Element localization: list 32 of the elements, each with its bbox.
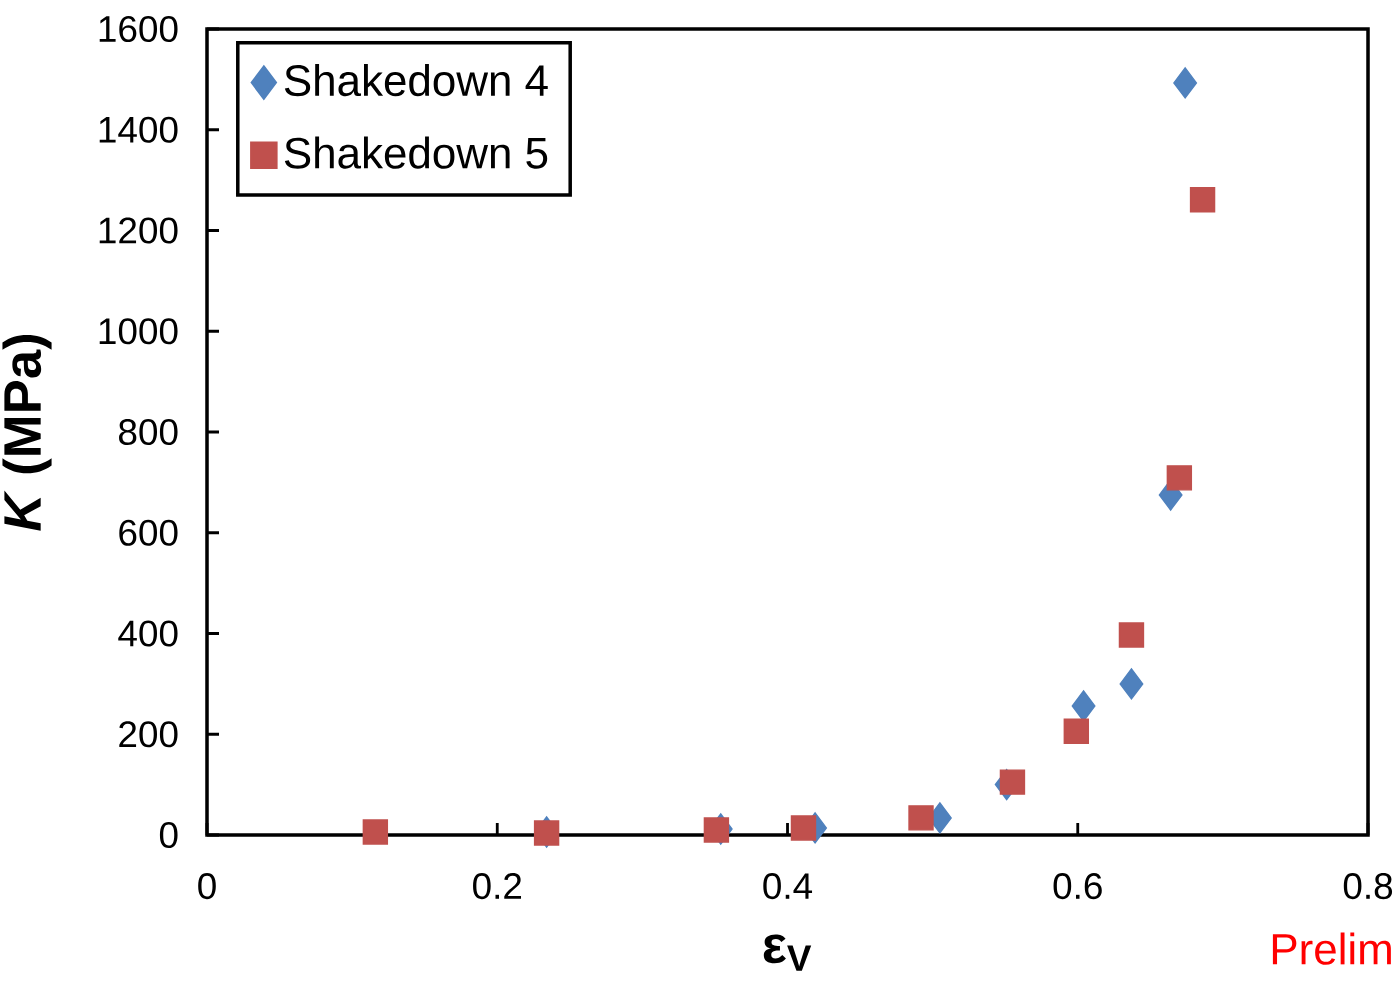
y-tick-label: 1200 bbox=[99, 217, 178, 244]
point bbox=[533, 820, 560, 846]
y-tick-label: 0 bbox=[159, 821, 178, 849]
point bbox=[999, 769, 1026, 795]
point bbox=[1173, 67, 1198, 99]
x-tick-label: 0.6 bbox=[1053, 873, 1102, 900]
y-tick-label: 1000 bbox=[99, 318, 178, 345]
y-tick-label: 1600 bbox=[99, 15, 178, 43]
x-tick-label: 0.8 bbox=[1343, 873, 1393, 900]
text: K (MPa) bbox=[2, 334, 52, 531]
text: ε$_{V}$ bbox=[763, 934, 812, 971]
y-tick-label: 200 bbox=[119, 721, 178, 748]
y-tick-label: 600 bbox=[119, 519, 178, 546]
y-tick-label: 800 bbox=[119, 418, 178, 446]
y-tick-label: 1400 bbox=[99, 116, 178, 143]
point bbox=[1118, 622, 1145, 648]
text: Prelim bbox=[1272, 932, 1391, 965]
legend-label: Shakedown 5 bbox=[284, 136, 548, 169]
point bbox=[790, 815, 817, 841]
point bbox=[1071, 690, 1096, 722]
y-tick-label: 400 bbox=[118, 620, 178, 647]
point bbox=[1189, 187, 1216, 213]
point bbox=[703, 817, 730, 843]
x-tick-label: 0.2 bbox=[473, 873, 522, 900]
point bbox=[1063, 718, 1090, 744]
point bbox=[1119, 668, 1144, 700]
point bbox=[908, 805, 934, 831]
x-tick-label: 0 bbox=[198, 873, 216, 900]
x-tick-label: 0.4 bbox=[763, 873, 813, 900]
point bbox=[362, 819, 389, 845]
legend-label: Shakedown 4 bbox=[284, 63, 548, 97]
point bbox=[1166, 465, 1193, 491]
